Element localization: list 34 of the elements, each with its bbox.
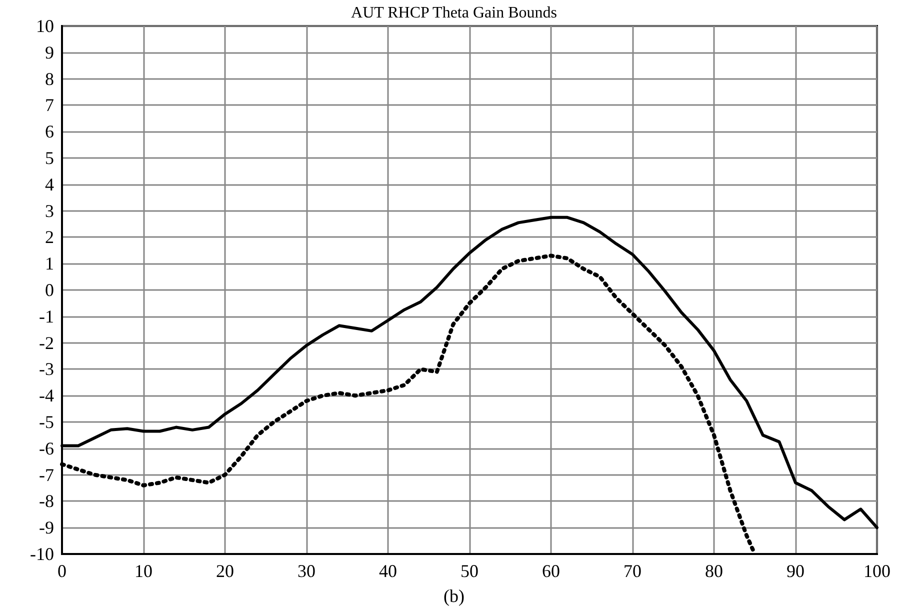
chart-title: AUT RHCP Theta Gain Bounds [351,4,557,22]
y-tick-label: -3 [39,359,54,380]
y-tick-label: -6 [39,438,54,458]
y-tick-label: 7 [45,95,54,116]
y-tick-label: -5 [39,412,54,432]
x-tick-label: 80 [705,561,723,581]
y-tick-label: 9 [45,42,54,62]
x-tick-label: 10 [134,561,152,581]
y-tick-label: 10 [36,16,54,36]
y-tick-label: -7 [39,464,54,485]
y-tick-label: 5 [45,148,54,168]
y-tick-label: -2 [39,332,54,353]
y-tick-label: 4 [45,174,54,194]
x-tick-label: 50 [460,561,478,581]
x-tick-label: 0 [58,561,66,581]
x-tick-label: 100 [864,561,890,581]
y-tick-label: -8 [39,491,54,512]
y-tick-label: 6 [45,122,54,142]
x-tick-label: 60 [542,561,560,581]
x-tick-label: 40 [379,561,397,581]
y-tick-label: 0 [45,280,54,300]
x-tick-label: 20 [216,561,234,581]
y-tick-label: 3 [45,200,54,221]
x-tick-label: 70 [624,561,642,581]
y-tick-label: -4 [39,386,54,406]
x-tick-label: 90 [786,561,804,581]
y-tick-label: 1 [45,254,54,274]
text: (b) [444,586,465,606]
x-tick-label: 30 [298,561,316,581]
y-tick-label: 2 [45,227,54,248]
y-tick-label: 8 [45,68,54,89]
y-tick-label: -1 [39,306,54,326]
y-tick-label: -10 [30,544,54,564]
y-tick-label: -9 [39,518,54,538]
